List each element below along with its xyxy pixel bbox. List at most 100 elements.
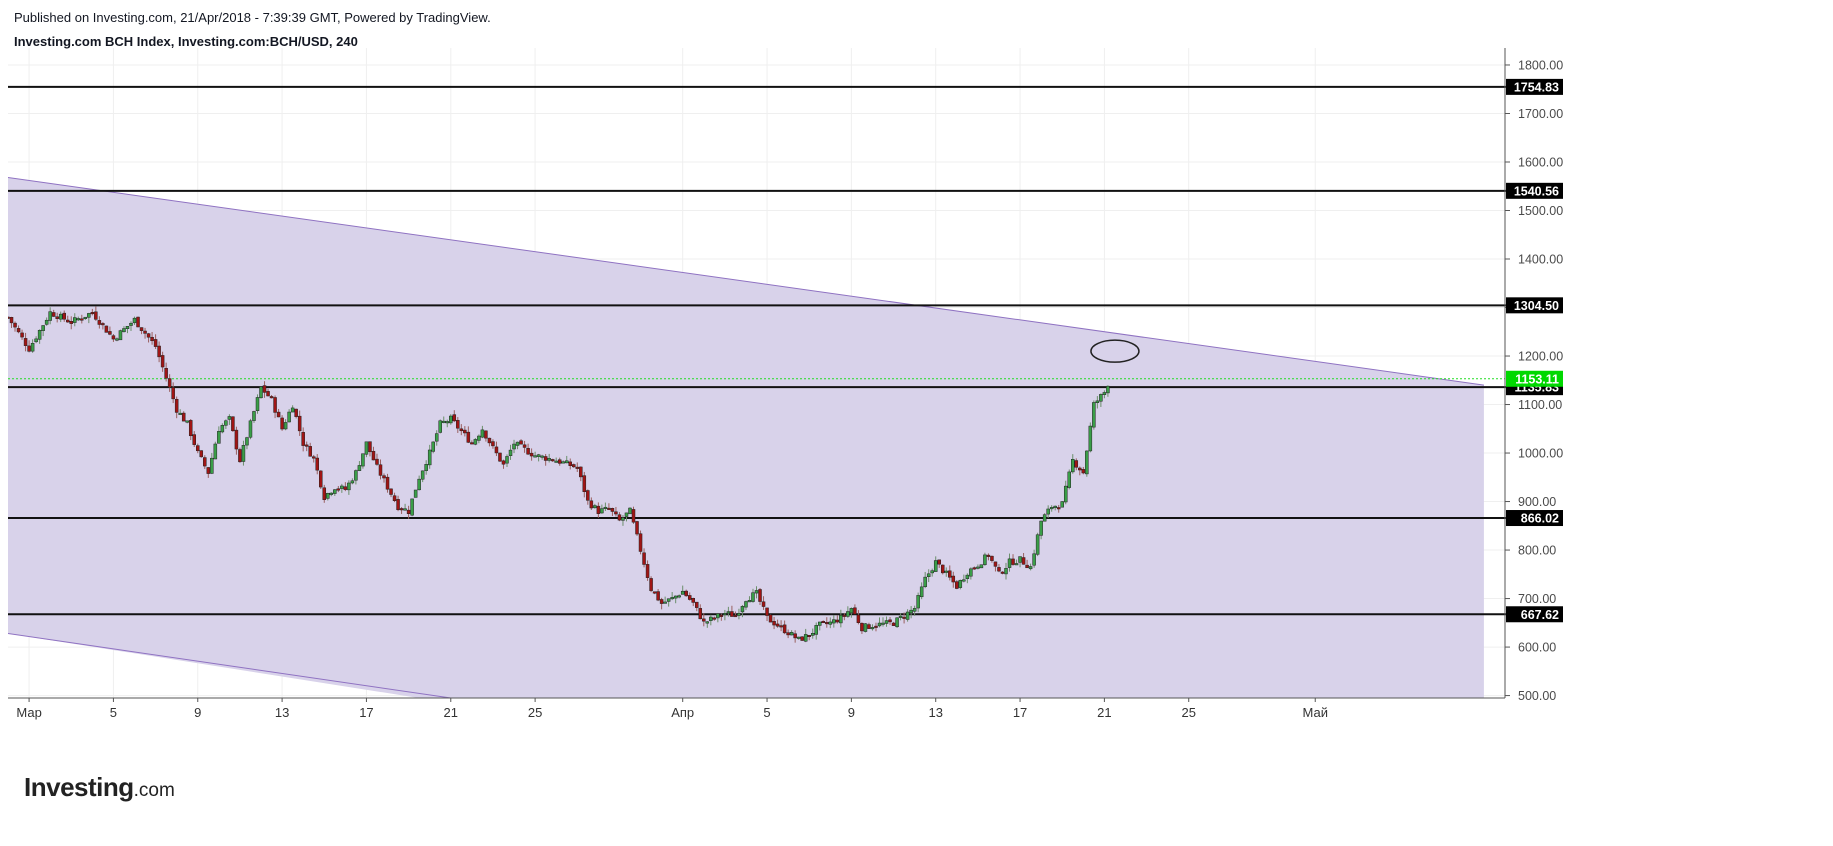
candle-body [287,411,291,423]
candle [1042,513,1047,522]
candle-body [174,398,179,413]
candle [972,566,977,570]
candle-body [403,508,407,511]
candle [1018,556,1022,568]
candle [536,453,541,462]
annotation-ellipse [1090,339,1140,363]
x-tick-label: 25 [1181,705,1195,720]
candle [311,454,316,463]
candle-body [375,458,379,465]
candle-body [860,622,864,632]
candle-body [568,461,573,466]
candle [979,564,984,569]
candle-body [90,312,95,315]
candle-body [695,601,699,608]
candle [846,606,850,618]
candle-body [227,416,232,420]
candle-body [385,476,390,490]
candle [902,612,906,624]
candle [705,621,710,628]
candle [150,331,154,345]
candle-body [628,507,632,515]
candle [1000,571,1005,575]
candle-body [990,555,994,561]
candle [680,585,685,595]
candle [508,444,513,460]
candle [167,374,172,392]
candle [396,495,400,512]
candle-body [670,597,674,600]
candle [803,628,808,643]
candle-body [1046,508,1050,515]
candle [610,507,615,517]
candle-body [958,579,963,588]
x-tick-label: 9 [848,705,855,720]
candle-body [744,601,748,608]
candle [526,443,530,455]
candle-body [614,511,618,515]
candle-body [150,336,154,342]
candle-body [796,636,801,639]
candle-body [297,415,302,432]
candle [336,486,341,493]
candle-body [828,621,833,625]
candle [642,548,646,568]
candle-body [930,570,934,574]
candle-body [733,615,738,618]
candle-body [83,316,88,319]
candle-body [529,452,534,457]
candle [266,388,270,397]
candle-body [916,595,920,609]
x-tick-label: 17 [1013,705,1027,720]
y-tick-label: 700.00 [1518,592,1556,606]
candle [101,322,105,330]
candle-body [747,600,752,603]
candle [434,430,439,446]
candle-body [1056,507,1061,510]
candle [754,586,759,599]
candle-body [709,616,713,621]
candle-body [199,450,204,458]
candle [888,617,892,625]
candle [782,620,787,635]
candle [1053,505,1057,511]
candle-body [255,397,260,411]
candle [389,488,393,498]
candle [986,553,991,561]
candle-body [424,464,428,471]
candle-body [252,411,256,421]
candle-body [874,625,878,628]
candle-body [27,345,31,352]
candle [881,617,885,627]
candle [1004,562,1008,580]
x-tick-label: 25 [528,705,542,720]
candle [273,395,277,419]
candle-body [87,313,91,318]
candle [919,582,924,600]
candle [290,405,295,413]
candle-body [642,552,646,565]
candle [990,555,994,563]
candle [656,588,660,602]
candle [614,506,618,517]
candle [410,498,414,517]
candle [1092,400,1096,430]
candle-body [357,465,362,471]
candle [1085,450,1089,477]
candle-body [1074,460,1079,468]
candle-body [926,573,931,577]
candle-body [368,441,372,453]
candle [139,327,144,335]
candle-body [923,576,927,587]
candle [164,362,168,382]
candle [403,503,407,511]
candle [1071,454,1075,474]
x-tick-label: 13 [928,705,942,720]
candle [719,613,724,621]
candle-body [73,317,77,323]
candle [1099,393,1103,407]
candle-body [181,412,186,422]
candle-body [1011,558,1015,565]
candle [76,316,81,322]
